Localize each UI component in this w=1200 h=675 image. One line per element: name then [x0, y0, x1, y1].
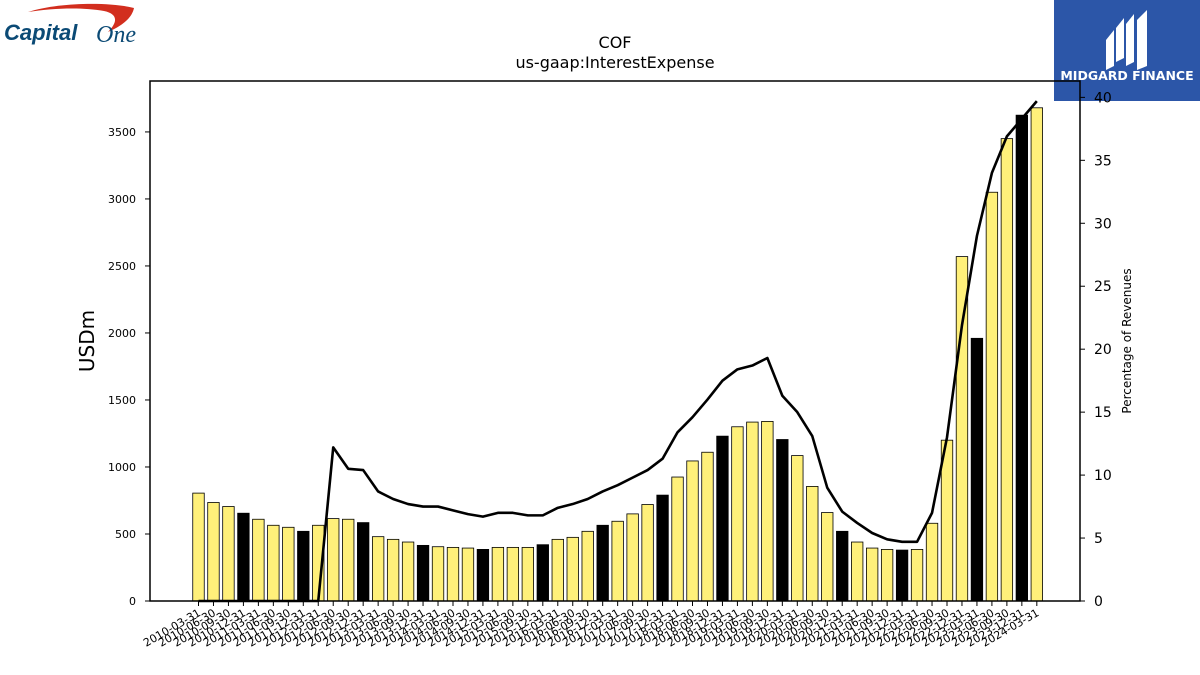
plot-frame — [149, 80, 1081, 602]
bar-series — [192, 107, 1043, 602]
bar — [611, 520, 624, 602]
bar — [461, 547, 475, 602]
bar — [536, 544, 549, 602]
bar — [207, 502, 220, 602]
y-tick-label: 1500 — [108, 394, 136, 407]
y-axis-label: USDm — [75, 310, 99, 372]
bar — [925, 522, 939, 602]
bar — [237, 512, 250, 602]
y2-tick-label: 40 — [1094, 90, 1112, 106]
bar — [716, 435, 729, 602]
x-axis: 2010-03-312010-06-302010-09-302010-12-31… — [141, 601, 1041, 650]
bar — [551, 538, 564, 602]
bar — [1015, 114, 1028, 602]
chart-subtitle: us-gaap:InterestExpense — [515, 53, 714, 72]
bar — [656, 494, 669, 602]
percentage-line — [198, 100, 1038, 603]
bar — [910, 549, 924, 602]
bar — [985, 191, 999, 602]
y-tick-label: 2500 — [108, 260, 136, 273]
bar — [821, 512, 834, 602]
bar — [252, 518, 265, 602]
capital-one-logo: Capital One — [0, 0, 150, 60]
y2-tick-label: 30 — [1094, 216, 1112, 232]
y2-tick-label: 35 — [1094, 153, 1112, 169]
y-tick-label: 2000 — [108, 327, 136, 340]
bar — [776, 439, 789, 602]
y2-tick-label: 10 — [1094, 468, 1112, 484]
bar — [476, 549, 490, 602]
midgard-finance-logo: MIDGARD FINANCE — [1054, 0, 1200, 101]
y2-axis-label: Percentage of Revenues — [1120, 268, 1134, 413]
y2-tick-label: 15 — [1094, 405, 1112, 421]
bar — [731, 426, 744, 602]
bar — [970, 337, 984, 602]
bar — [626, 513, 639, 602]
y-tick-label: 500 — [115, 528, 136, 541]
logo-text-capital: Capital — [4, 20, 78, 45]
midgard-mark-icon — [1106, 10, 1147, 70]
right-y-axis: 0 5 10 15 20 25 30 35 40 — [1080, 90, 1112, 610]
midgard-logo-text: MIDGARD FINANCE — [1060, 68, 1193, 83]
bar — [880, 549, 894, 602]
bar — [806, 486, 819, 602]
bar — [342, 518, 355, 602]
bar — [761, 421, 774, 602]
bar — [297, 530, 310, 602]
bar — [506, 546, 520, 602]
bar — [431, 546, 445, 602]
bar — [327, 518, 340, 602]
bar — [386, 538, 400, 602]
bar — [222, 506, 235, 602]
bar — [371, 536, 385, 602]
bar — [401, 541, 415, 602]
left-y-axis: 0 500 1000 1500 2000 2500 3000 3500 — [108, 126, 150, 608]
bar — [267, 524, 280, 602]
bar — [641, 504, 654, 602]
bar — [686, 460, 699, 602]
line-series — [198, 100, 1038, 603]
bar — [791, 455, 804, 602]
y2-tick-label: 25 — [1094, 279, 1112, 295]
swoosh-icon — [28, 3, 134, 32]
bar — [596, 524, 609, 602]
bar — [851, 541, 864, 602]
bar — [671, 476, 684, 602]
y2-tick-label: 20 — [1094, 342, 1112, 358]
y-tick-label: 3000 — [108, 193, 136, 206]
bar — [491, 546, 505, 602]
y-tick-label: 0 — [129, 595, 136, 608]
y2-tick-label: 0 — [1094, 594, 1103, 610]
logo-text-one: One — [96, 22, 136, 48]
bar — [192, 492, 205, 602]
y-tick-label: 3500 — [108, 126, 136, 139]
bar — [866, 547, 879, 602]
bar — [416, 544, 430, 602]
chart-title: COF — [599, 33, 632, 52]
y-tick-label: 1000 — [108, 461, 136, 474]
bar — [446, 546, 460, 602]
bar — [746, 421, 759, 602]
bar — [836, 530, 849, 602]
bar — [1000, 138, 1014, 602]
bar — [701, 451, 714, 602]
y2-tick-label: 5 — [1094, 531, 1103, 547]
bar — [566, 536, 579, 602]
bar — [1030, 107, 1043, 602]
bar — [581, 530, 594, 602]
bar — [895, 549, 909, 602]
bar — [521, 546, 534, 602]
bar — [357, 522, 370, 602]
bar — [282, 526, 295, 602]
